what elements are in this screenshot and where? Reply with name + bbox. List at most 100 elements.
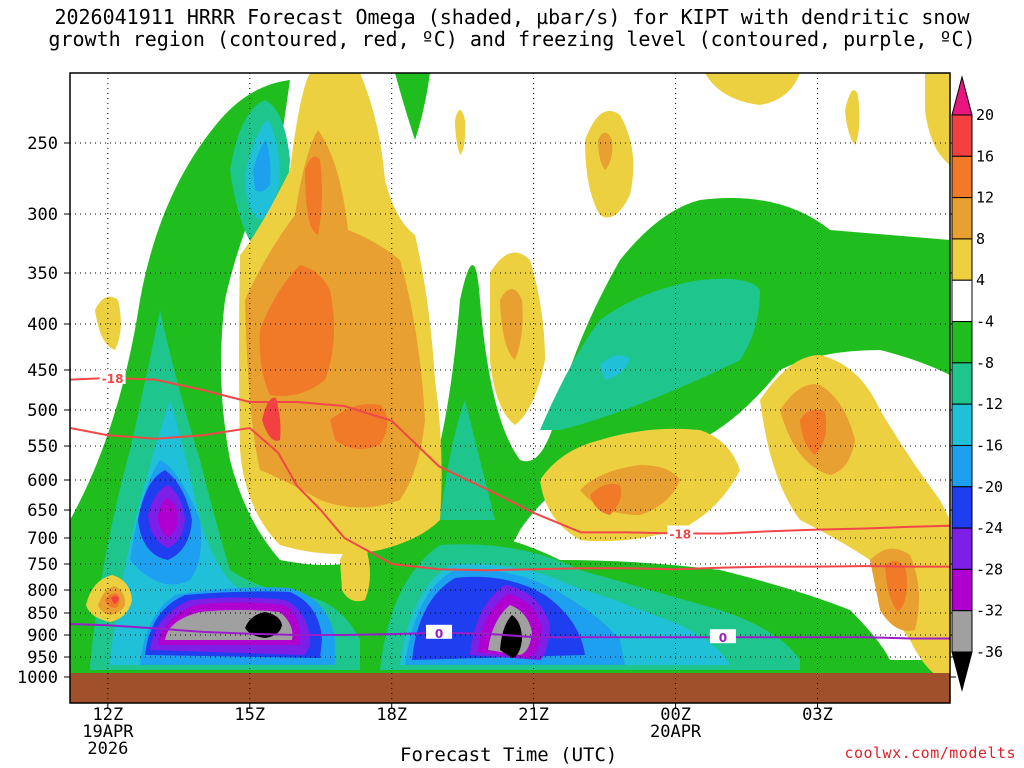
omega-shade-pos4-f	[705, 73, 800, 105]
credit-text: coolwx.com/modelts	[844, 744, 1016, 762]
y-tick-label: 550	[27, 437, 58, 457]
dgz-label-right: -18	[669, 528, 691, 542]
y-tick-label: 250	[27, 134, 58, 154]
colorbar-seg-top	[951, 75, 973, 116]
omega-shade-neg8-left	[440, 400, 495, 520]
colorbar-label: 20	[976, 106, 994, 124]
colorbar-label: -28	[976, 560, 1003, 578]
colorbar-label: -20	[976, 478, 1003, 496]
ground-surface	[70, 673, 950, 703]
x-axis-label: Forecast Time (UTC)	[400, 744, 618, 766]
chart-title-line1: 2026041911 HRRR Forecast Omega (shaded, …	[54, 5, 970, 29]
x-tick-date: 20APR	[650, 722, 702, 742]
colorbar-seg	[951, 444, 973, 488]
colorbar-seg-bottom	[951, 651, 973, 692]
freezing-label-right: 0	[719, 631, 727, 645]
colorbar-seg	[951, 155, 973, 199]
x-tick-date: 19APR	[82, 722, 134, 742]
colorbar-seg	[951, 197, 973, 240]
omega-shade-pos8-b	[500, 289, 523, 360]
contours-layer	[70, 376, 950, 640]
contour-labels: -18 -18 0 0	[99, 370, 736, 645]
x-tick-label: 15Z	[234, 705, 265, 725]
x-tick-label: 21Z	[518, 705, 549, 725]
omega-shade-neg28	[158, 498, 178, 537]
y-tick-label: 750	[27, 555, 58, 575]
x-tick-year: 2026	[87, 739, 128, 759]
y-tick-label: 1000	[17, 668, 58, 688]
dgz-label-left: -18	[102, 372, 124, 386]
chart-title-line2: growth region (contoured, red, ºC) and f…	[48, 27, 976, 51]
omega-shade-pos16	[262, 397, 281, 441]
gridlines	[70, 73, 950, 703]
omega-shade-neg16-upper	[253, 140, 271, 192]
colorbar-label: 16	[976, 147, 994, 165]
colorbar-label: -24	[976, 519, 1003, 537]
omega-shade-pos4-j	[340, 542, 370, 602]
colorbar-label: -16	[976, 436, 1003, 454]
colorbar-seg	[951, 321, 973, 364]
x-tick-label: 03Z	[802, 705, 833, 725]
dgz-label-left-bg	[99, 370, 126, 384]
y-tick-label: 300	[27, 205, 58, 225]
colorbar-seg	[951, 568, 973, 612]
colorbar-seg	[951, 362, 973, 405]
omega-shade-pos4-e	[585, 110, 634, 218]
colorbar-seg	[951, 238, 973, 281]
colorbar-seg	[951, 279, 973, 323]
freezing-label-left: 0	[435, 627, 443, 641]
y-tick-label: 500	[27, 401, 58, 421]
colorbar-seg	[951, 486, 973, 529]
omega-shade-neg36	[245, 612, 282, 638]
omega-shade-neg4	[70, 80, 950, 680]
colorbar-seg	[951, 403, 973, 446]
colorbar: 20 16 12 8 4 -4 -8 -12 -16 -20 -24 -28 -32 -36	[951, 75, 1003, 692]
freezing-level-contour	[70, 623, 950, 640]
colorbar-label: -8	[976, 354, 994, 372]
colorbar-seg	[951, 114, 973, 157]
omega-shade-pos4-g	[925, 73, 950, 165]
freezing-label-right-bg	[709, 629, 736, 644]
omega-shade-pos4-i	[455, 110, 466, 155]
y-tick-label: 650	[27, 501, 58, 521]
x-tick-label: 00Z	[660, 705, 691, 725]
omega-shade-pos12-d	[590, 483, 622, 515]
colorbar-label: -32	[976, 602, 1003, 620]
y-tick-label: 950	[27, 648, 58, 668]
y-axis: 2503003504004505005506006507007508008509…	[17, 134, 956, 688]
omega-shade-neg12-mid	[600, 355, 630, 380]
y-tick-label: 350	[27, 264, 58, 284]
colorbar-seg	[951, 527, 973, 570]
omega-shade-pos12-b	[305, 156, 323, 235]
omega-shade-pos8-f	[598, 132, 613, 170]
x-tick-label: 18Z	[376, 705, 407, 725]
dgz-label-right-bg	[667, 525, 694, 540]
y-tick-label: 450	[27, 361, 58, 381]
colorbar-seg	[951, 610, 973, 653]
y-tick-label: 850	[27, 604, 58, 624]
colorbar-label: 4	[976, 271, 985, 289]
colorbar-label: -12	[976, 395, 1003, 413]
chart-title: 2026041911 HRRR Forecast Omega (shaded, …	[0, 6, 1024, 50]
y-tick-label: 800	[27, 581, 58, 601]
y-tick-label: 900	[27, 626, 58, 646]
x-tick-label: 12Z	[92, 705, 123, 725]
plot-frame	[69, 72, 951, 704]
omega-shade-pos12-f	[885, 561, 907, 612]
colorbar-label: 8	[976, 230, 985, 248]
dgz-top-contour	[70, 376, 950, 535]
colorbar-label: -36	[976, 643, 1003, 661]
omega-shade-pos16-b	[111, 596, 119, 604]
colorbar-label: -4	[976, 313, 994, 331]
omega-shade-pos4-h	[845, 90, 860, 145]
dgz-bottom-contour	[70, 426, 950, 572]
omega-shade-neg8-mid	[540, 278, 760, 430]
freezing-label-left-bg	[426, 624, 453, 639]
omega-shade-pos12	[259, 265, 334, 396]
omega-shade-pos12-e	[800, 409, 827, 455]
y-tick-label: 400	[27, 315, 58, 335]
colorbar-label: 12	[976, 189, 994, 207]
omega-shade-neg4-top	[395, 73, 430, 140]
